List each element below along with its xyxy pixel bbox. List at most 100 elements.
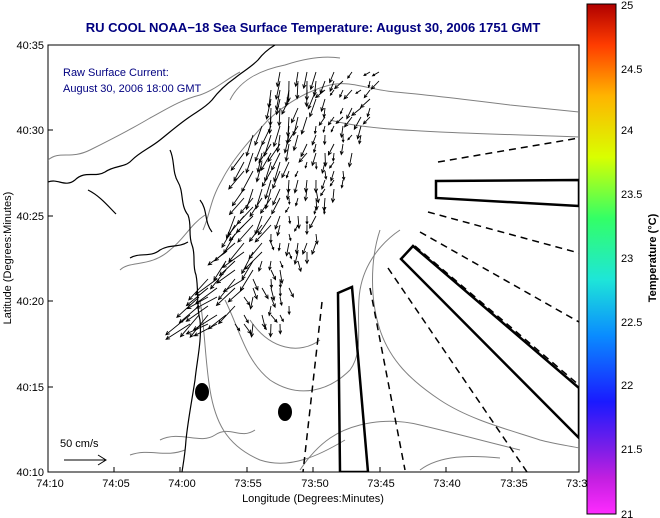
current-vector-arrow — [249, 197, 263, 218]
current-vector-arrow — [353, 116, 362, 131]
current-vector-arrow — [340, 107, 344, 115]
y-tick-label: 40:30 — [16, 125, 44, 137]
current-vector-arrow — [288, 251, 293, 260]
current-vector-arrow — [327, 143, 335, 156]
current-vector-arrow — [328, 71, 335, 84]
current-vector-arrow — [254, 143, 263, 162]
current-vector-arrow — [234, 323, 241, 332]
current-vector-arrow — [318, 116, 326, 127]
current-vector-arrow — [305, 224, 309, 236]
current-vector-arrow — [294, 71, 299, 88]
current-vector-arrow — [297, 260, 302, 273]
current-vector-arrow — [249, 296, 254, 310]
current-vector-arrow — [302, 71, 308, 90]
current-vector-arrow — [217, 305, 236, 325]
current-vector-arrow — [245, 152, 254, 174]
current-vector-arrow — [288, 287, 294, 298]
current-vector-arrow — [241, 260, 254, 281]
current-vector-arrow — [303, 188, 308, 202]
current-vector-arrow — [294, 242, 299, 255]
current-vector-arrow — [335, 116, 344, 125]
current-vector-arrow — [328, 161, 335, 169]
y-tick-label: 40:10 — [16, 467, 44, 479]
current-vector-arrow — [346, 107, 353, 120]
x-tick-label: 73:45 — [367, 478, 395, 490]
current-vector-arrow — [281, 98, 290, 115]
bathymetry-contours — [48, 56, 579, 471]
current-vector-arrow — [165, 314, 191, 336]
current-vector-arrow — [185, 287, 209, 307]
current-vector-arrow — [245, 134, 254, 157]
current-vector-arrow — [292, 134, 299, 152]
current-vector-arrow — [370, 80, 380, 90]
coastline — [48, 45, 276, 472]
current-vector-arrow — [356, 125, 362, 140]
current-vector-arrow — [227, 287, 245, 303]
current-vector-arrow — [274, 215, 281, 230]
x-tick-label: 74:10 — [36, 478, 64, 490]
current-vector-arrow — [275, 98, 281, 116]
colorbar-tick-label: 21 — [621, 509, 633, 518]
current-vector-arrow — [295, 80, 300, 100]
current-vector-arrow — [324, 170, 328, 181]
current-vector-arrow — [244, 251, 263, 270]
current-vector-arrow — [179, 314, 200, 338]
current-vector-arrow — [285, 170, 290, 179]
map-plot-area — [47, 44, 580, 473]
current-vector-arrow — [298, 152, 308, 163]
current-vector-arrow — [243, 314, 249, 324]
current-vector-arrow — [300, 116, 308, 135]
current-vector-arrow — [321, 179, 326, 190]
current-vector-arrow — [258, 143, 272, 164]
current-vector-arrow — [268, 260, 272, 271]
current-vector-arrow — [305, 216, 309, 226]
current-vector-arrow — [339, 89, 344, 98]
x-tick-label: 74:00 — [168, 478, 196, 490]
current-vector-arrow — [294, 170, 299, 178]
colorbar-tick-label: 23.5 — [621, 189, 642, 201]
y-axis-ticks: 40:35 40:30 40:25 40:20 40:15 40:10 — [16, 40, 53, 479]
current-vector-arrow — [194, 278, 218, 296]
current-vector-arrow — [278, 323, 283, 335]
current-vector-arrow — [228, 170, 245, 190]
current-vector-arrow — [239, 197, 254, 215]
current-vector-arrow — [216, 269, 236, 284]
current-vector-arrow — [343, 116, 353, 128]
current-vector-arrow — [277, 242, 281, 252]
current-vector-arrow — [288, 197, 291, 206]
current-vector-arrow — [241, 251, 254, 275]
current-vector-arrow — [237, 224, 254, 243]
x-tick-label: 73:50 — [301, 478, 329, 490]
current-vector-arrow — [288, 233, 292, 242]
radar-beam-outlines — [336, 178, 579, 472]
current-vector-arrow — [265, 98, 272, 120]
current-vector-arrow — [330, 125, 335, 133]
x-axis-label: Longitude (Degrees:Minutes) — [242, 493, 384, 505]
chart-title: RU COOL NOAA−18 Sea Surface Temperature:… — [86, 20, 541, 35]
current-vector-arrow — [257, 260, 263, 273]
current-vector-arrow — [243, 323, 252, 335]
current-vector-arrow — [312, 143, 317, 154]
current-vector-arrow — [294, 197, 299, 207]
current-vector-arrow — [287, 305, 291, 316]
current-vector-arrow — [257, 215, 272, 236]
current-vector-arrow — [165, 323, 191, 340]
current-vector-arrow — [279, 260, 284, 269]
current-vector-arrow — [322, 125, 326, 134]
y-tick-label: 40:35 — [16, 40, 44, 52]
colorbar-label: Temperature (°C) — [647, 213, 659, 302]
current-vector-arrow — [300, 143, 308, 158]
current-vector-arrow — [367, 80, 371, 89]
current-vector-arrow — [185, 305, 209, 322]
colorbar-tick-label: 22.5 — [621, 317, 642, 329]
current-vector-arrow — [294, 224, 299, 232]
current-vector-arrow — [188, 278, 209, 301]
current-vector-arrow — [320, 188, 326, 197]
y-axis-label: Latitude (Degrees:Minutes) — [2, 192, 14, 325]
x-tick-label: 73:40 — [433, 478, 461, 490]
current-vector-arrow — [366, 107, 371, 118]
current-vector-arrow — [268, 323, 273, 338]
current-vector-arrow — [307, 89, 317, 110]
current-vector-arrow — [277, 107, 282, 127]
current-vector-arrow — [221, 224, 236, 249]
